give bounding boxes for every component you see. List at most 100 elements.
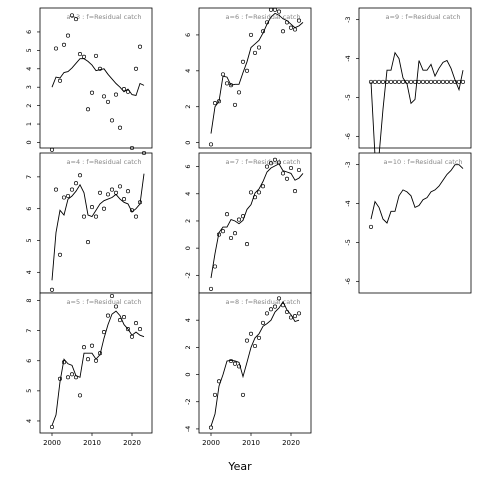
series-line [51,173,145,281]
chart-panel: a=8 : f=Residual catch -4 -2 0 2 4 2000 2010 202… [184,292,312,447]
y-tick-label: 4 [184,192,192,196]
data-point [105,313,111,318]
y-tick-label: -4 [184,426,192,432]
y-tick-label: 5 [25,238,33,242]
y-tick-label: -3 [344,161,352,167]
data-point [57,376,63,381]
data-point [61,360,67,365]
data-point [81,54,87,59]
y-tick-label: 8 [25,298,33,302]
y-tick-label: -4 [344,200,352,206]
data-point [129,334,135,339]
data-point [460,79,466,84]
data-point [260,320,266,325]
data-point [252,50,258,55]
data-point [368,224,374,229]
data-point [89,205,95,210]
data-point [272,7,278,12]
data-point [109,187,115,192]
data-point [396,79,402,84]
y-tick-label: -6 [344,278,352,284]
data-point [85,357,91,362]
data-point [232,361,238,366]
panel-frame [39,292,153,434]
data-point [260,184,266,189]
data-point [125,327,131,332]
data-point [117,184,123,189]
data-point [416,79,422,84]
data-point [400,79,406,84]
chart-panel: a=4 : f=Residual catch 4 5 6 7 [25,150,153,294]
data-point [125,89,131,94]
data-point [280,303,286,308]
data-point [376,79,382,84]
data-point [288,25,294,30]
data-point [141,150,147,156]
data-point [424,79,430,84]
series-line [210,12,304,134]
data-point [272,157,278,162]
data-point [77,173,83,178]
data-point [240,214,246,219]
data-point [101,94,107,99]
data-point [404,79,410,84]
y-tick-label: 2 [184,105,192,109]
y-tick-label: 6 [184,33,192,37]
data-point [109,118,115,123]
data-point [97,351,103,356]
y-tick-label: 6 [25,30,33,34]
data-point [212,392,218,397]
data-point [53,187,59,192]
data-point [276,296,282,301]
data-point [77,393,83,398]
data-point [208,286,214,291]
data-point [53,46,59,51]
data-point [256,190,262,195]
data-point [292,27,298,32]
data-point [105,99,111,104]
data-point [448,79,454,84]
data-point [121,87,127,92]
panel-title: a=5 : f=Residual catch [67,298,142,306]
data-point [133,66,139,71]
y-tick-label: 2 [184,345,192,349]
data-point [129,145,135,151]
data-point [268,307,274,312]
data-point [85,107,91,112]
y-tick-label: 6 [25,207,33,211]
data-point [93,214,99,219]
data-point [456,79,462,84]
data-point [65,375,71,380]
y-tick-label: 4 [25,419,33,423]
data-point [244,242,250,247]
data-point [256,45,262,50]
series-line [370,51,464,157]
panel-frame [39,152,153,294]
y-tick-label: -2 [184,272,192,278]
data-point [220,229,226,234]
data-point [69,187,75,192]
data-point [61,195,67,200]
data-point [216,99,222,104]
data-point [280,29,286,34]
data-point [392,79,398,84]
data-point [113,190,119,195]
x-axis-label: Year [227,460,252,473]
data-point [89,90,95,95]
y-tick-label: -4 [344,55,352,61]
data-point [73,181,79,186]
panel-frame [198,7,312,149]
data-point [137,44,143,49]
data-point [384,79,390,84]
data-point [49,147,55,152]
data-point [288,165,294,171]
data-point [296,167,302,173]
data-point [121,315,127,320]
data-point [284,309,290,315]
series-line [210,163,304,279]
data-point [296,18,302,23]
data-point [228,83,234,88]
data-point [436,79,442,84]
y-tick-label: 3 [25,85,33,89]
